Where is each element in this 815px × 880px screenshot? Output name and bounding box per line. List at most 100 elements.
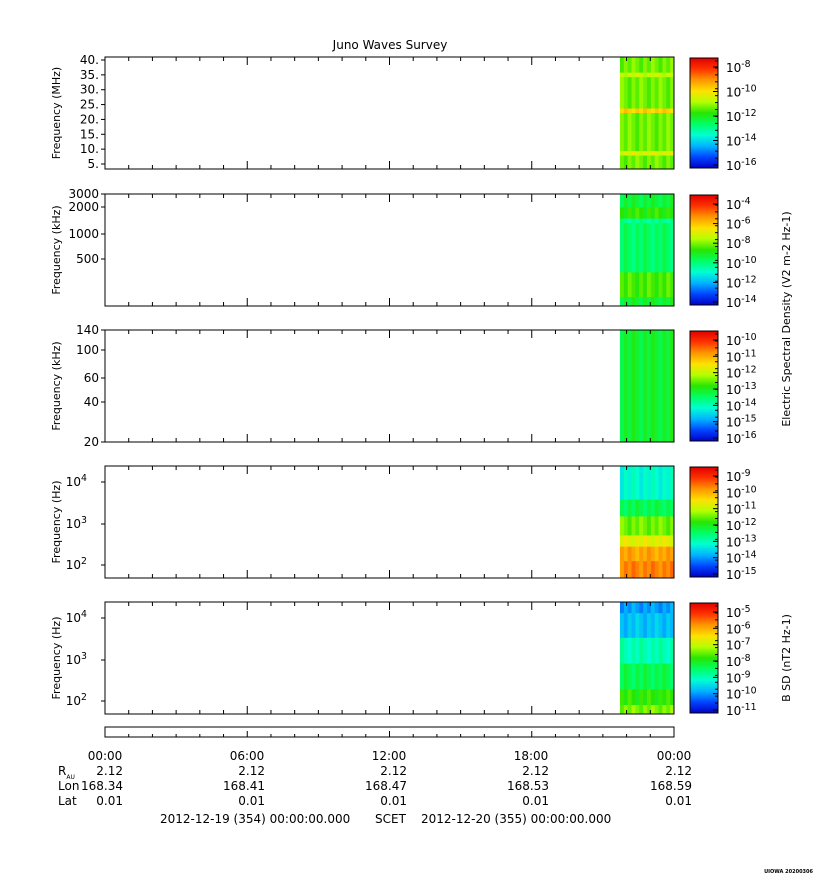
data-cell	[631, 535, 636, 548]
data-cell	[623, 689, 629, 706]
plot-area	[105, 194, 674, 306]
plot-area	[105, 602, 674, 714]
data-cell	[635, 77, 640, 110]
time-tick-label: 18:00	[514, 749, 549, 763]
data-cell	[639, 499, 644, 517]
data-cell	[627, 151, 633, 157]
data-cell	[654, 272, 660, 298]
data-cell	[635, 151, 640, 157]
data-cell	[650, 689, 656, 706]
data-cell	[623, 57, 629, 74]
data-cell	[658, 705, 663, 715]
data-cell	[654, 516, 660, 536]
data-cell	[646, 330, 652, 443]
data-cell	[662, 272, 667, 298]
data-cell	[646, 223, 652, 273]
colorbar-tick-label: 10-12	[726, 365, 757, 381]
y-axis-label: Frequency (Hz)	[50, 617, 63, 700]
data-cell	[654, 194, 660, 208]
data-cell	[635, 155, 640, 170]
y-tick-label: 40	[84, 395, 99, 409]
data-cell	[646, 207, 652, 220]
data-cell	[635, 207, 640, 220]
data-cell	[631, 613, 636, 639]
data-cell	[619, 297, 625, 307]
data-cell	[639, 72, 644, 78]
colorbar-tick-label: 10-10	[726, 84, 757, 100]
data-cell	[662, 57, 667, 74]
data-cell	[619, 499, 625, 517]
data-cell	[619, 72, 625, 78]
data-cell	[658, 297, 663, 307]
data-cell	[631, 663, 636, 690]
data-cell	[646, 499, 652, 517]
data-cell	[639, 77, 644, 110]
data-cell	[666, 613, 671, 639]
data-cell	[635, 57, 640, 74]
data-cell	[654, 57, 660, 74]
data-cell	[631, 223, 636, 273]
data-cell	[643, 637, 648, 665]
data-cell	[650, 516, 656, 536]
colorbar-tick-label: 10-8	[726, 59, 751, 75]
colorbar	[689, 57, 719, 169]
data-cell	[650, 77, 656, 110]
data-cell	[643, 466, 648, 501]
colorbar	[689, 330, 719, 442]
data-cell	[635, 194, 640, 208]
y-tick-label: 500	[76, 252, 99, 266]
y-tick-label: 140	[76, 323, 99, 337]
data-cell	[654, 223, 660, 273]
data-cell	[670, 516, 675, 536]
ephemeris-value: 0.01	[665, 794, 692, 808]
data-cell	[670, 613, 675, 639]
y-tick-label: 30.	[80, 83, 99, 97]
data-cell	[639, 218, 644, 224]
data-cell	[631, 155, 636, 170]
data-cell	[623, 466, 629, 501]
colorbar-tick-label: 10-8	[726, 235, 751, 251]
data-cell	[662, 663, 667, 690]
data-cell	[646, 637, 652, 665]
data-cell	[639, 535, 644, 548]
ephemeris-value: 0.01	[96, 794, 123, 808]
data-cell	[631, 466, 636, 501]
data-cell	[662, 77, 667, 110]
data-cell	[670, 57, 675, 74]
data-cell	[623, 602, 629, 614]
data-cell	[654, 602, 660, 614]
data-cell	[639, 207, 644, 220]
ephemeris-value: 168.53	[507, 779, 549, 793]
data-cell	[627, 108, 633, 114]
data-cell	[619, 57, 625, 74]
ephemeris-value: 0.01	[522, 794, 549, 808]
data-cell	[646, 297, 652, 307]
data-cell	[666, 330, 671, 443]
data-cell	[666, 637, 671, 665]
data-cell	[643, 689, 648, 706]
data-cell	[670, 689, 675, 706]
data-cell	[635, 637, 640, 665]
colorbar	[689, 194, 719, 306]
y-tick-label: 104	[66, 473, 87, 489]
ephemeris-row-label: Lon	[58, 779, 79, 793]
data-cell	[631, 194, 636, 208]
data-cell	[619, 546, 625, 562]
data-cell	[650, 535, 656, 548]
data-cell	[639, 561, 644, 579]
data-cell	[619, 330, 625, 443]
colorbar-tick-label: 10-15	[726, 566, 757, 582]
y-tick-label: 40.	[80, 53, 99, 67]
spectrogram-data	[619, 602, 675, 715]
data-cell	[646, 689, 652, 706]
data-cell	[643, 57, 648, 74]
data-cell	[666, 108, 671, 114]
data-cell	[631, 207, 636, 220]
data-cell	[646, 546, 652, 562]
data-cell	[619, 663, 625, 690]
data-cell	[639, 330, 644, 443]
data-cell	[650, 57, 656, 74]
data-cell	[658, 218, 663, 224]
y-tick-label: 103	[66, 651, 87, 667]
